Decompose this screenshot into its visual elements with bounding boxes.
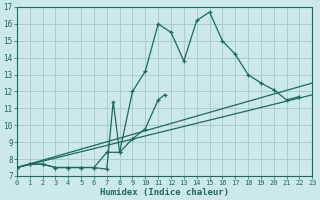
X-axis label: Humidex (Indice chaleur): Humidex (Indice chaleur) xyxy=(100,188,229,197)
